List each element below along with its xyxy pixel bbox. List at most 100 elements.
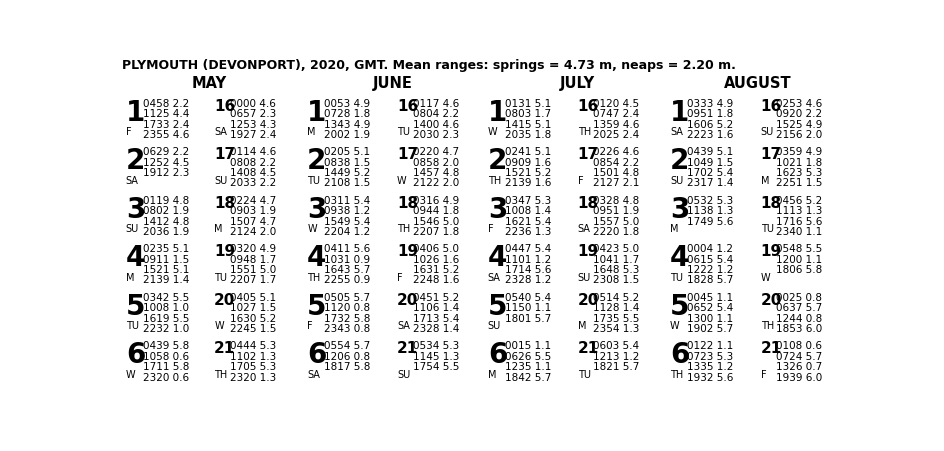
Text: 1619 5.5: 1619 5.5	[143, 313, 189, 324]
Text: 0514 5.2: 0514 5.2	[593, 293, 639, 303]
Text: M: M	[487, 370, 496, 380]
Text: 0241 5.1: 0241 5.1	[504, 147, 550, 157]
Text: 0911 1.5: 0911 1.5	[143, 255, 189, 265]
Text: 1702 5.4: 1702 5.4	[686, 168, 733, 178]
Text: 0838 1.5: 0838 1.5	[324, 158, 370, 168]
Text: 0108 0.6: 0108 0.6	[775, 341, 821, 351]
Text: 1041 1.7: 1041 1.7	[593, 255, 639, 265]
Text: SA: SA	[214, 127, 227, 137]
Text: 1415 5.1: 1415 5.1	[504, 120, 550, 129]
Text: 1902 5.7: 1902 5.7	[686, 324, 733, 334]
Text: 1939 6.0: 1939 6.0	[775, 373, 821, 382]
Text: 17: 17	[396, 147, 418, 162]
Text: 1507 4.7: 1507 4.7	[229, 216, 276, 226]
Text: 0554 5.7: 0554 5.7	[324, 341, 370, 351]
Text: 1711 5.8: 1711 5.8	[143, 362, 189, 372]
Text: 1027 1.5: 1027 1.5	[229, 303, 276, 313]
Text: 2036 1.9: 2036 1.9	[143, 227, 189, 237]
Text: 0652 5.4: 0652 5.4	[686, 303, 733, 313]
Text: 0205 5.1: 0205 5.1	[324, 147, 370, 157]
Text: 2025 2.4: 2025 2.4	[593, 130, 639, 140]
Text: 1716 5.6: 1716 5.6	[775, 216, 821, 226]
Text: 1031 0.9: 1031 0.9	[324, 255, 370, 265]
Text: 0423 5.0: 0423 5.0	[593, 244, 639, 254]
Text: W: W	[214, 321, 224, 331]
Text: 0724 5.7: 0724 5.7	[775, 352, 821, 362]
Text: 20: 20	[760, 293, 781, 308]
Text: TU: TU	[669, 273, 683, 283]
Text: 1021 1.8: 1021 1.8	[775, 158, 821, 168]
Text: 19: 19	[396, 244, 418, 259]
Text: 2204 1.2: 2204 1.2	[324, 227, 370, 237]
Text: 1754 5.5: 1754 5.5	[413, 362, 459, 372]
Text: 20: 20	[214, 293, 235, 308]
Text: TU: TU	[214, 273, 227, 283]
Text: 1253 4.3: 1253 4.3	[229, 120, 276, 129]
Text: 1252 4.5: 1252 4.5	[143, 158, 189, 168]
Text: 0328 4.8: 0328 4.8	[593, 196, 639, 206]
Text: 2033 2.2: 2033 2.2	[229, 179, 276, 189]
Text: 17: 17	[214, 147, 235, 162]
Text: 1623 5.3: 1623 5.3	[775, 168, 821, 178]
Text: TH: TH	[396, 224, 410, 234]
Text: SA: SA	[577, 224, 590, 234]
Text: 0948 1.7: 0948 1.7	[229, 255, 276, 265]
Text: 1326 0.7: 1326 0.7	[775, 362, 821, 372]
Text: SU: SU	[396, 370, 410, 380]
Text: 1359 4.6: 1359 4.6	[593, 120, 639, 129]
Text: 0347 5.3: 0347 5.3	[504, 196, 550, 206]
Text: 2: 2	[307, 147, 327, 175]
Text: 17: 17	[577, 147, 598, 162]
Text: TU: TU	[126, 321, 139, 331]
Text: 0626 5.5: 0626 5.5	[504, 352, 550, 362]
Text: 0603 5.4: 0603 5.4	[593, 341, 639, 351]
Text: 1732 5.8: 1732 5.8	[324, 313, 370, 324]
Text: 6: 6	[487, 341, 507, 369]
Text: 1735 5.5: 1735 5.5	[593, 313, 639, 324]
Text: 0804 2.2: 0804 2.2	[413, 109, 458, 119]
Text: 1300 1.1: 1300 1.1	[686, 313, 733, 324]
Text: 2328 1.2: 2328 1.2	[504, 276, 550, 285]
Text: 2030 2.3: 2030 2.3	[413, 130, 458, 140]
Text: 1713 5.4: 1713 5.4	[413, 313, 459, 324]
Text: 1: 1	[487, 99, 507, 127]
Text: 1817 5.8: 1817 5.8	[324, 362, 370, 372]
Text: 0053 4.9: 0053 4.9	[324, 99, 370, 109]
Text: 1842 5.7: 1842 5.7	[504, 373, 550, 382]
Text: TH: TH	[214, 370, 228, 380]
Text: 2139 1.6: 2139 1.6	[504, 179, 550, 189]
Text: 21: 21	[214, 341, 235, 356]
Text: TH: TH	[487, 176, 500, 186]
Text: 1026 1.6: 1026 1.6	[413, 255, 459, 265]
Text: 5: 5	[487, 293, 507, 321]
Text: 1449 5.2: 1449 5.2	[324, 168, 370, 178]
Text: SU: SU	[126, 224, 139, 234]
Text: 4: 4	[307, 244, 327, 272]
Text: F: F	[760, 370, 766, 380]
Text: 2124 2.0: 2124 2.0	[229, 227, 276, 237]
Text: 3: 3	[126, 196, 145, 224]
Text: 5: 5	[126, 293, 145, 321]
Text: 2: 2	[669, 147, 688, 175]
Text: M: M	[669, 224, 678, 234]
Text: M: M	[577, 321, 585, 331]
Text: 2343 0.8: 2343 0.8	[324, 324, 370, 334]
Text: 1927 2.4: 1927 2.4	[229, 130, 276, 140]
Text: 0629 2.2: 0629 2.2	[143, 147, 189, 157]
Text: 1400 4.6: 1400 4.6	[413, 120, 458, 129]
Text: 0000 4.6: 0000 4.6	[229, 99, 276, 109]
Text: SU: SU	[487, 321, 500, 331]
Text: 0657 2.3: 0657 2.3	[229, 109, 276, 119]
Text: SA: SA	[396, 321, 410, 331]
Text: 16: 16	[577, 99, 598, 114]
Text: SA: SA	[307, 370, 320, 380]
Text: 1705 5.3: 1705 5.3	[229, 362, 276, 372]
Text: M: M	[307, 127, 315, 137]
Text: 2317 1.4: 2317 1.4	[686, 179, 733, 189]
Text: 0637 5.7: 0637 5.7	[775, 303, 821, 313]
Text: F: F	[307, 321, 312, 331]
Text: 0951 1.8: 0951 1.8	[686, 109, 733, 119]
Text: 0548 5.5: 0548 5.5	[775, 244, 821, 254]
Text: 1: 1	[126, 99, 145, 127]
Text: 16: 16	[760, 99, 781, 114]
